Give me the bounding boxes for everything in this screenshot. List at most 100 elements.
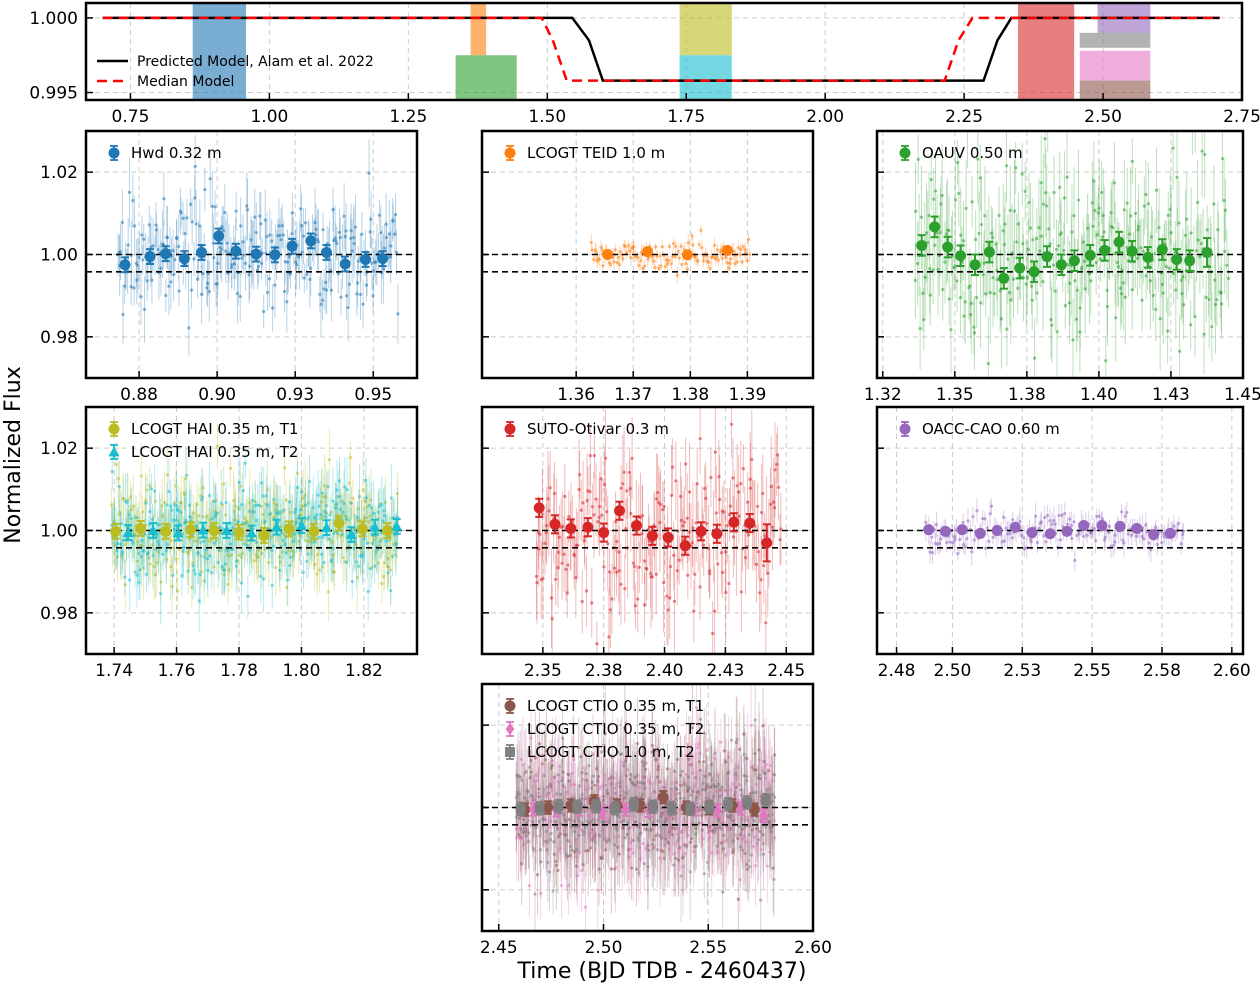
raw-point <box>694 521 698 525</box>
raw-point <box>126 243 130 247</box>
y-tick-label: 1.02 <box>40 163 78 183</box>
binned-point <box>1044 528 1056 540</box>
raw-point <box>1098 257 1102 261</box>
binned-point <box>305 235 317 247</box>
raw-point <box>1016 222 1020 226</box>
raw-point <box>237 553 241 557</box>
raw-point <box>230 265 234 269</box>
raw-point <box>979 301 983 305</box>
raw-point <box>364 283 369 287</box>
raw-point <box>717 818 721 823</box>
raw-point <box>580 599 584 604</box>
raw-point <box>169 504 173 508</box>
raw-point <box>687 530 691 534</box>
raw-point <box>970 550 974 554</box>
raw-point <box>590 786 594 790</box>
raw-point <box>746 500 750 504</box>
raw-point <box>330 558 334 562</box>
raw-point <box>227 568 231 572</box>
raw-point <box>584 589 589 593</box>
raw-point <box>1090 201 1094 205</box>
median-model-line <box>102 16 1220 82</box>
binned-point <box>582 521 594 533</box>
raw-point <box>246 594 250 599</box>
raw-point <box>1029 540 1033 544</box>
raw-point <box>757 748 761 752</box>
raw-point <box>205 514 209 519</box>
y-tick-label: 0.98 <box>40 328 78 348</box>
binned-point <box>662 531 674 543</box>
raw-point <box>686 573 690 577</box>
raw-point <box>170 584 174 588</box>
binned-point <box>711 528 723 540</box>
raw-point <box>1083 287 1087 291</box>
x-tick-label: 2.40 <box>646 661 684 681</box>
raw-point <box>1075 288 1079 292</box>
raw-point <box>370 541 375 546</box>
raw-point <box>619 820 623 824</box>
raw-point <box>1220 157 1225 161</box>
binned-point <box>221 525 233 535</box>
raw-point <box>247 509 251 513</box>
raw-point <box>320 298 325 302</box>
raw-point <box>1120 268 1124 272</box>
raw-point <box>977 231 981 236</box>
raw-point <box>231 499 236 503</box>
raw-point <box>955 279 959 283</box>
legend: OACC-CAO 0.60 m <box>899 420 1060 438</box>
raw-point <box>541 576 545 580</box>
raw-point <box>386 556 390 561</box>
raw-point <box>168 565 173 569</box>
raw-point <box>629 511 633 516</box>
raw-point <box>117 485 121 489</box>
raw-point <box>288 511 292 515</box>
raw-point <box>1113 533 1117 537</box>
raw-point <box>748 477 752 481</box>
raw-point <box>672 553 676 558</box>
raw-point <box>650 575 654 579</box>
raw-point <box>561 770 565 774</box>
raw-point <box>732 793 737 797</box>
raw-point <box>272 501 276 505</box>
raw-point <box>370 506 374 510</box>
raw-point <box>667 830 672 834</box>
raw-point <box>926 241 930 245</box>
raw-point <box>328 513 332 517</box>
raw-point <box>746 867 750 871</box>
raw-point <box>325 503 329 508</box>
raw-point <box>572 850 577 854</box>
raw-point <box>361 555 365 559</box>
binned-point <box>1028 266 1040 278</box>
raw-point <box>324 280 328 285</box>
raw-point <box>284 498 288 502</box>
raw-point <box>621 482 625 486</box>
raw-point <box>576 543 580 547</box>
raw-point <box>118 542 123 546</box>
raw-point <box>989 504 994 508</box>
raw-point <box>521 763 525 767</box>
raw-point <box>176 508 180 513</box>
raw-point <box>249 238 253 242</box>
raw-point <box>1001 515 1006 519</box>
raw-point <box>341 510 345 514</box>
raw-point <box>645 567 649 571</box>
raw-point <box>281 538 285 542</box>
raw-point <box>1101 235 1105 239</box>
raw-point <box>635 741 640 746</box>
raw-point <box>1167 266 1171 270</box>
raw-point <box>533 756 537 760</box>
raw-point <box>254 540 259 544</box>
raw-point <box>615 539 619 544</box>
raw-point <box>322 287 326 291</box>
x-tick-label: 2.35 <box>524 661 562 681</box>
raw-point <box>1223 249 1227 254</box>
raw-point <box>661 849 665 854</box>
raw-point <box>543 753 547 757</box>
x-tick-label: 1.25 <box>389 107 427 127</box>
raw-point <box>1023 189 1027 193</box>
raw-point <box>741 827 745 831</box>
overview-panel: Predicted Model, Alam et al. 2022Median … <box>29 1 1260 127</box>
raw-point <box>698 768 702 773</box>
raw-point <box>1097 514 1102 518</box>
raw-point <box>585 797 589 801</box>
